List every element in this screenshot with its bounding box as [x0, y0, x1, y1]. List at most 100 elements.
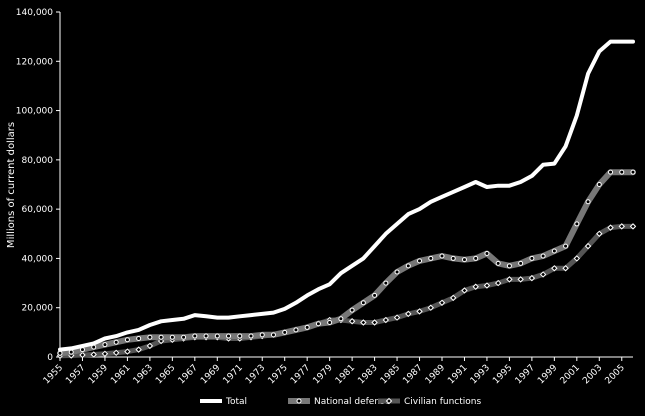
data-point-national-defense — [405, 263, 411, 269]
data-point-national-defense — [192, 333, 198, 339]
data-point-civilian-functions — [371, 319, 378, 326]
data-point-national-defense — [495, 260, 501, 266]
data-point-national-defense — [282, 329, 288, 335]
data-point-national-defense — [327, 320, 333, 325]
data-point-national-defense — [102, 342, 108, 348]
data-point-national-defense — [417, 258, 423, 264]
data-point-civilian-functions — [405, 310, 412, 318]
data-point-national-defense — [360, 300, 366, 306]
data-point-national-defense — [529, 255, 535, 261]
data-point-national-defense — [394, 269, 400, 275]
data-point-national-defense — [248, 333, 254, 339]
data-point-national-defense — [349, 307, 355, 313]
legend: Total National defense Civilian functions — [200, 397, 481, 407]
data-point-national-defense — [113, 339, 119, 345]
data-point-national-defense — [124, 337, 130, 343]
data-point-civilian-functions — [596, 230, 603, 237]
data-point-national-defense — [226, 333, 232, 339]
data-point-national-defense — [158, 334, 164, 340]
data-point-national-defense — [518, 260, 524, 266]
data-point-civilian-functions — [629, 223, 637, 230]
data-point-national-defense — [259, 332, 265, 338]
data-point-civilian-functions — [112, 349, 120, 357]
legend-marker-circle — [296, 398, 302, 404]
data-point-national-defense — [574, 221, 580, 227]
data-point-national-defense — [619, 169, 625, 175]
data-point-civilian-functions — [124, 348, 131, 355]
data-point-national-defense — [270, 332, 276, 338]
data-point-national-defense — [563, 243, 569, 249]
series-line-total — [58, 39, 635, 352]
data-point-civilian-functions — [528, 274, 536, 282]
data-point-national-defense — [630, 169, 636, 175]
data-point-civilian-functions — [584, 242, 592, 250]
y-tick-label: 40,000 — [22, 254, 54, 264]
data-point-civilian-functions — [494, 279, 502, 287]
data-point-national-defense — [506, 263, 512, 269]
series-layer — [56, 39, 637, 359]
data-point-national-defense — [585, 199, 591, 205]
data-point-national-defense — [540, 253, 546, 259]
y-tick-label: 140,000 — [16, 8, 53, 18]
data-point-national-defense — [473, 255, 479, 261]
data-point-civilian-functions — [551, 265, 558, 272]
data-point-civilian-functions — [360, 319, 367, 326]
data-point-civilian-functions — [382, 316, 390, 324]
y-tick-label: 0 — [47, 353, 53, 363]
data-point-civilian-functions — [427, 304, 434, 311]
data-point-national-defense — [551, 248, 557, 254]
data-point-civilian-functions — [79, 351, 86, 359]
y-tick-label: 120,000 — [16, 57, 53, 67]
data-point-civilian-functions — [607, 224, 614, 231]
y-tick-label: 20,000 — [22, 304, 54, 314]
data-point-civilian-functions — [416, 308, 423, 315]
data-point-national-defense — [338, 316, 344, 322]
data-point-civilian-functions — [539, 271, 547, 278]
data-point-civilian-functions — [461, 287, 468, 294]
data-point-national-defense — [315, 321, 321, 327]
data-point-civilian-functions — [506, 276, 513, 283]
data-point-civilian-functions — [483, 282, 491, 289]
data-point-civilian-functions — [562, 265, 569, 272]
data-point-national-defense — [383, 280, 389, 286]
data-point-civilian-functions — [348, 318, 356, 325]
data-point-national-defense — [450, 255, 456, 261]
legend-marker-diamond — [385, 397, 393, 405]
data-point-national-defense — [181, 334, 187, 340]
data-point-civilian-functions — [472, 283, 479, 290]
data-point-national-defense — [439, 253, 445, 259]
data-point-national-defense — [136, 336, 142, 342]
y-tick-label: 100,000 — [16, 107, 53, 117]
data-point-national-defense — [608, 169, 614, 175]
data-point-civilian-functions — [573, 255, 581, 262]
data-point-national-defense — [461, 257, 467, 263]
data-point-civilian-functions — [101, 350, 109, 358]
y-tick-label: 60,000 — [22, 205, 54, 215]
legend-label-civilian-functions: Civilian functions — [404, 397, 481, 407]
series-line-civilian-functions — [57, 223, 636, 359]
data-point-national-defense — [596, 182, 602, 187]
y-axis-title: Millions of current dollars — [6, 122, 17, 248]
data-point-civilian-functions — [90, 351, 97, 358]
data-point-national-defense — [428, 255, 434, 261]
data-point-national-defense — [57, 350, 63, 356]
data-point-civilian-functions — [517, 276, 524, 283]
data-point-national-defense — [372, 292, 378, 298]
series-line-national-defense — [57, 169, 636, 357]
data-point-national-defense — [68, 349, 74, 355]
data-point-national-defense — [147, 334, 153, 340]
y-axis: 0 20,000 40,000 60,000 80,000 100,000 120,000 1… — [16, 8, 61, 363]
data-point-national-defense — [484, 251, 490, 256]
data-point-civilian-functions — [393, 314, 401, 321]
data-point-national-defense — [169, 334, 175, 340]
data-point-national-defense — [293, 327, 299, 333]
data-point-national-defense — [214, 333, 220, 339]
y-tick-label: 80,000 — [22, 156, 54, 166]
data-point-civilian-functions — [450, 294, 457, 302]
data-point-national-defense — [304, 324, 310, 330]
data-point-civilian-functions — [438, 299, 446, 306]
legend-label-national-defense: National defense — [314, 397, 391, 407]
data-point-civilian-functions — [135, 346, 142, 353]
data-point-civilian-functions — [146, 342, 154, 350]
